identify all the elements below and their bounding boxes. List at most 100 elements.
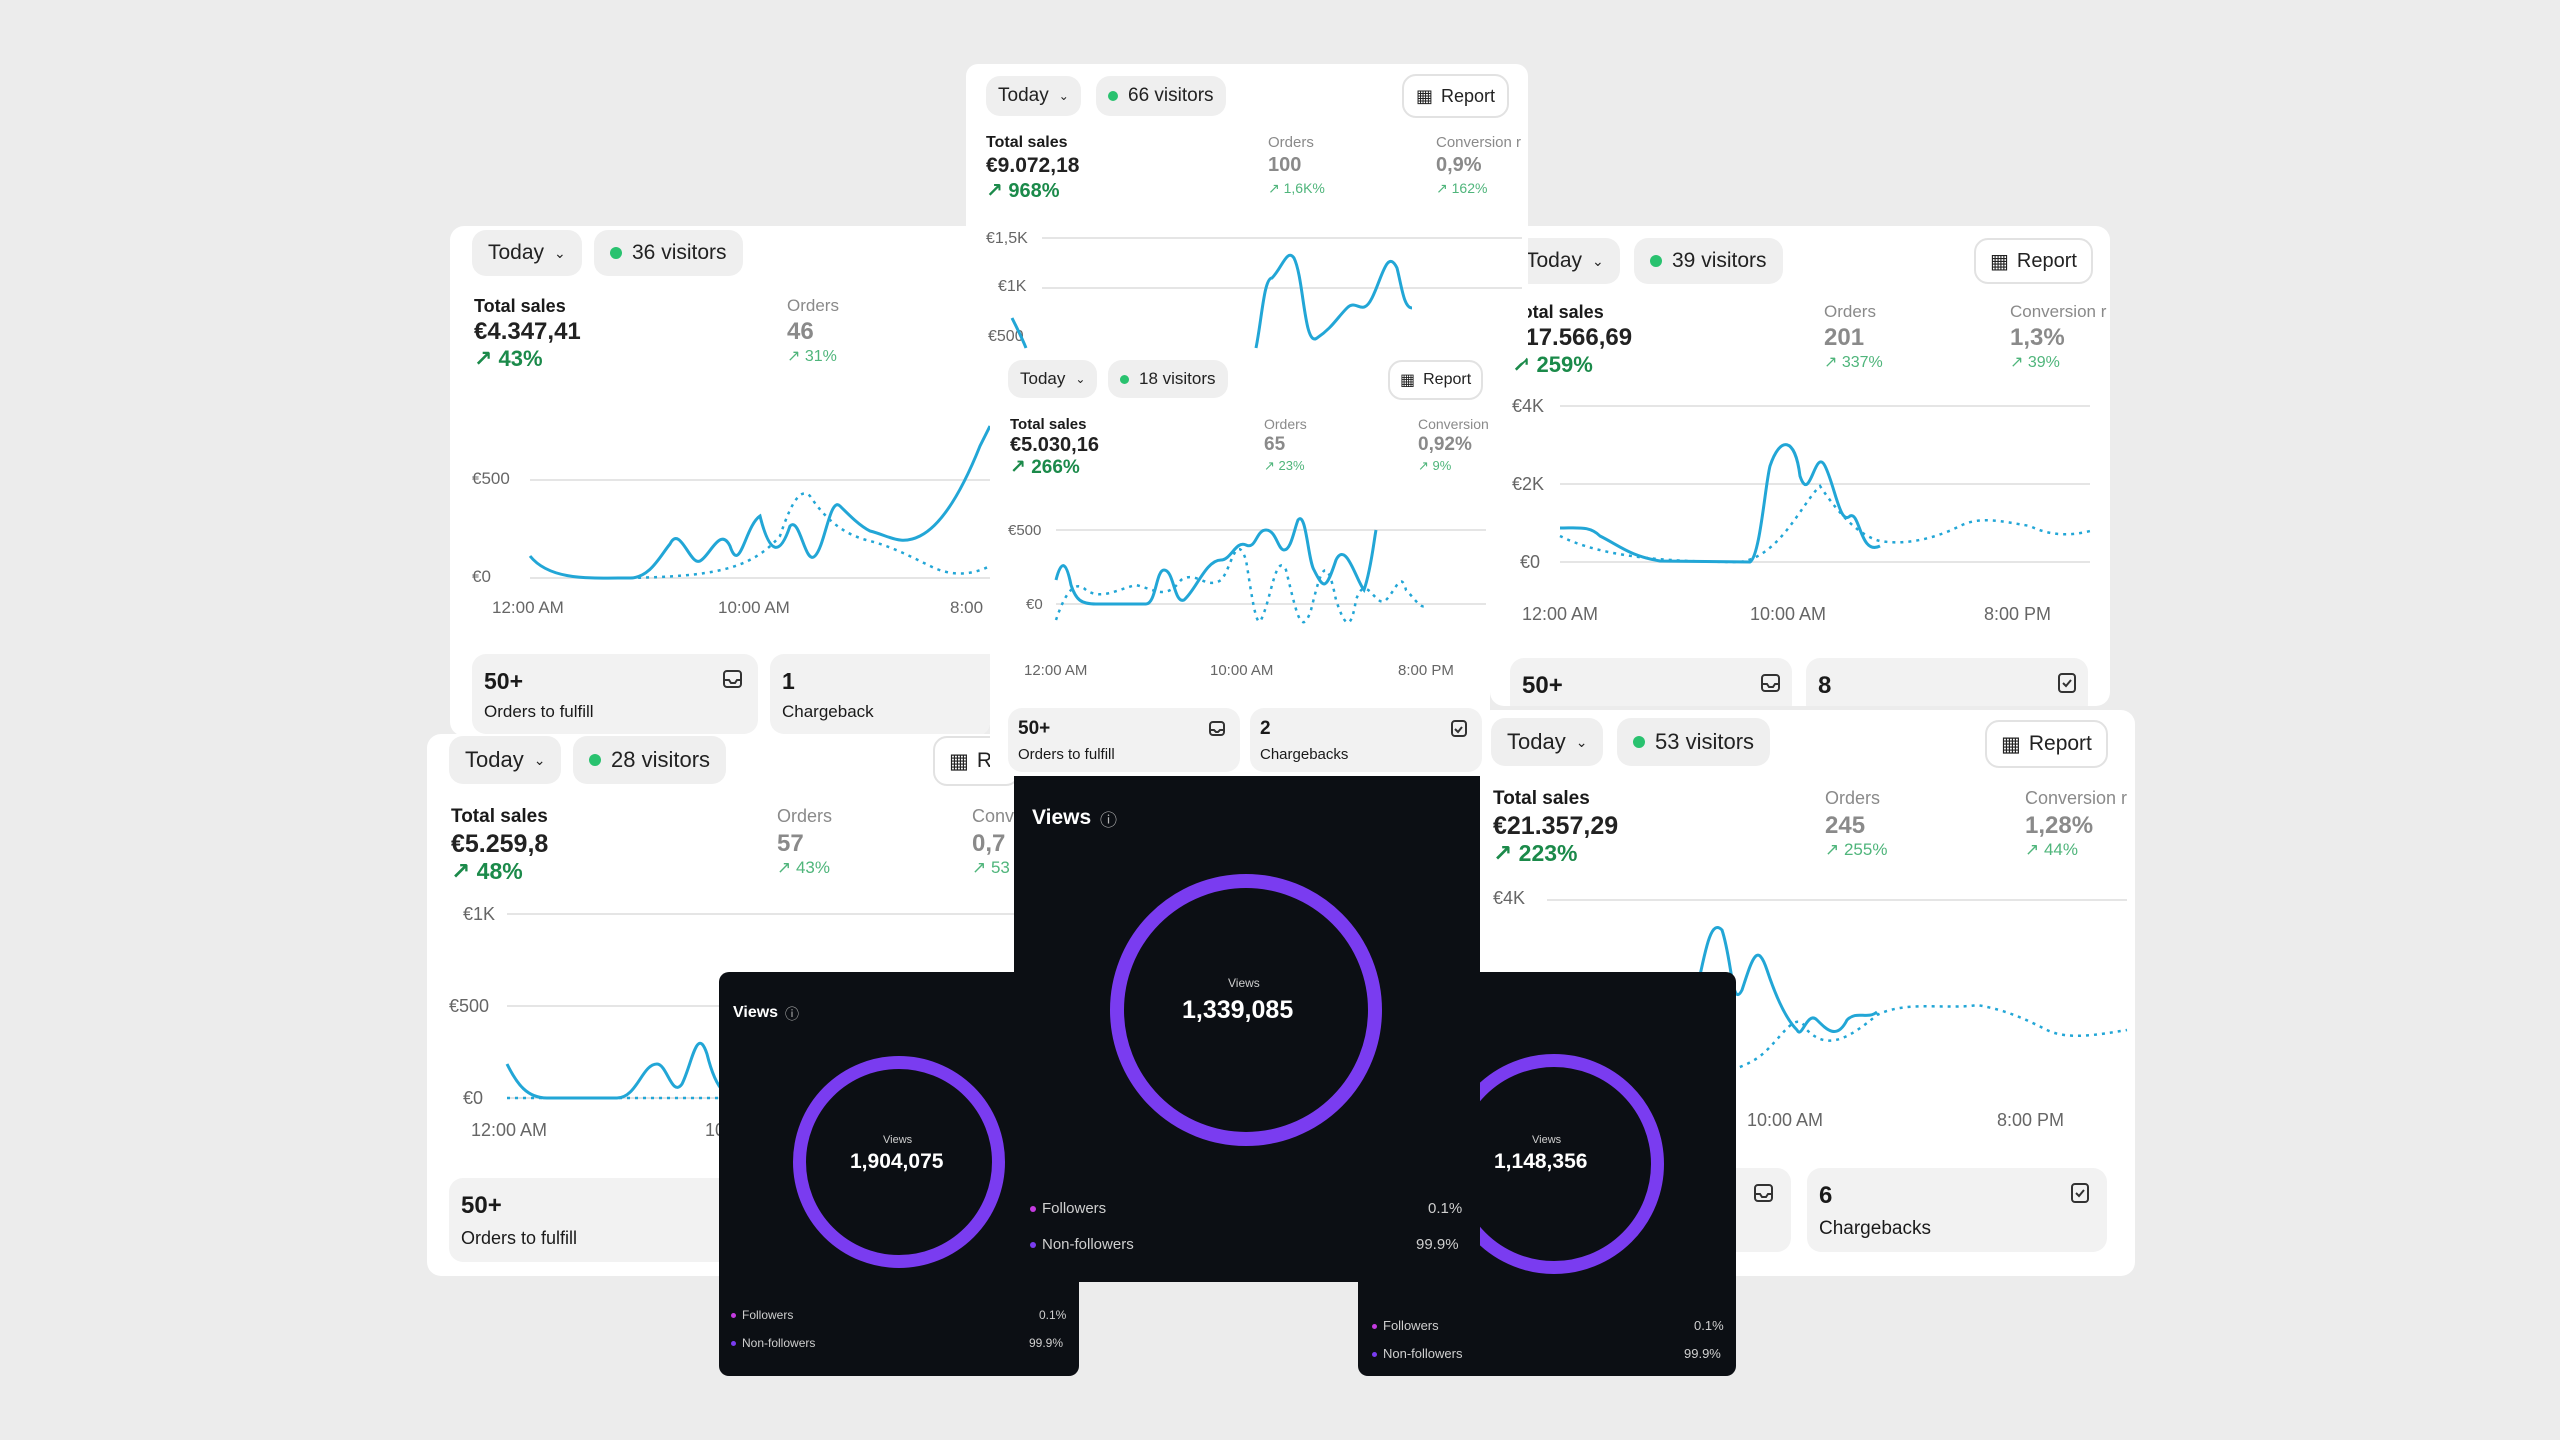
conversion-label: Conversion r: [2025, 788, 2128, 808]
y-axis-tick: €1K: [463, 904, 496, 924]
chargebacks-tile[interactable]: 2 Chargebacks: [1250, 708, 1482, 772]
orders-label: Orders: [1268, 134, 1314, 151]
orders-label: Orders: [787, 296, 839, 315]
x-axis-tick: 8:00 PM: [1984, 604, 2052, 624]
views-title: Views: [733, 1004, 779, 1021]
total-sales-value: €17.566,69: [1512, 324, 1633, 351]
views-card: Views ⓘ Views 1,339,085 Followers 0.1% N…: [1014, 776, 1480, 1282]
views-total: 1,904,075: [850, 1150, 944, 1173]
orders-to-fulfill-tile[interactable]: 50+ Orders to fulfill: [449, 1178, 739, 1262]
live-dot-icon: [589, 754, 601, 766]
inbox-icon: [723, 670, 742, 688]
tile-value: 8: [1818, 672, 1832, 699]
conversion-growth: ↗ 39%: [2010, 354, 2060, 371]
sales-dashboard-card: Today ⌄ 39 visitors ▦ Report Total sales…: [1490, 226, 2110, 706]
non-followers-dot-icon: [1030, 1242, 1036, 1249]
sales-line-chart: [1559, 405, 2091, 564]
report-button[interactable]: ▦ Report: [1402, 74, 1510, 118]
conversion-value: 0,7: [972, 830, 1006, 857]
total-sales-growth: ↗ 259%: [1512, 352, 1593, 377]
tile-label: Chargebacks: [1260, 746, 1349, 763]
report-icon: ▦: [1990, 250, 2009, 273]
live-dot-icon: [1633, 736, 1645, 748]
y-axis-tick: €1K: [998, 278, 1027, 295]
total-sales-growth: ↗ 968%: [986, 180, 1060, 202]
y-axis-tick: €2K: [1512, 474, 1545, 494]
legend-non-followers: Non-followers: [731, 1336, 815, 1350]
total-sales-growth: ↗ 266%: [1010, 457, 1080, 478]
period-dropdown[interactable]: Today ⌄: [1510, 238, 1620, 284]
orders-label: Orders: [1264, 416, 1307, 432]
period-dropdown[interactable]: Today ⌄: [1008, 360, 1098, 398]
total-sales-value: €4.347,41: [474, 318, 581, 345]
x-axis-tick: 12:00 AM: [471, 1120, 548, 1140]
report-button[interactable]: ▦ Report: [1985, 720, 2108, 768]
total-sales-value: €5.259,8: [451, 830, 549, 858]
chevron-down-icon: ⌄: [1075, 372, 1086, 386]
total-sales-growth: ↗ 43%: [474, 346, 543, 371]
x-axis-tick: 12:00 AM: [1522, 604, 1599, 624]
period-label: Today: [1507, 729, 1566, 754]
orders-to-fulfill-tile[interactable]: 50+ Orders to fulfill: [1008, 708, 1240, 772]
period-dropdown[interactable]: Today ⌄: [449, 736, 562, 784]
orders-value: 46: [787, 318, 814, 345]
non-followers-percentage: 99.9%: [1416, 1236, 1459, 1253]
total-sales-label: Total sales: [986, 134, 1068, 151]
info-icon: ⓘ: [1100, 811, 1117, 830]
total-sales-label: Total sales: [451, 806, 548, 827]
live-dot-icon: [1650, 255, 1662, 267]
visitors-count: 66 visitors: [1128, 85, 1214, 106]
report-icon: ▦: [2001, 732, 2021, 756]
followers-percentage: 0.1%: [1428, 1200, 1463, 1217]
report-icon: ▦: [1400, 372, 1416, 389]
live-dot-icon: [1120, 374, 1129, 384]
clipboard-check-icon: [2058, 673, 2076, 693]
views-inner-label: Views: [1228, 976, 1260, 990]
total-sales-label: Total sales: [1010, 416, 1087, 433]
period-dropdown[interactable]: Today ⌄: [1491, 718, 1604, 766]
views-inner-label: Views: [883, 1134, 913, 1146]
report-button[interactable]: ▦ Report: [1388, 360, 1484, 400]
tile-label: Orders to fulfill: [484, 702, 594, 721]
orders-growth: ↗ 255%: [1825, 840, 1888, 859]
visitors-count: 18 visitors: [1139, 369, 1216, 388]
report-icon: ▦: [1416, 85, 1434, 106]
sales-dashboard-card: Today ⌄ 18 visitors ▦ Report Total sales…: [990, 356, 1490, 776]
legend-non-followers: Non-followers: [1030, 1236, 1134, 1253]
report-button[interactable]: ▦ Report: [1974, 238, 2093, 284]
chargeback-tile[interactable]: 1 Chargeback: [770, 654, 990, 734]
visitors-count: 28 visitors: [611, 747, 711, 772]
conversion-label: Conv: [972, 806, 1015, 826]
chargebacks-tile[interactable]: 8: [1806, 658, 2088, 706]
period-dropdown[interactable]: Today ⌄: [986, 76, 1081, 116]
tile-label: Chargebacks: [1819, 1218, 1931, 1239]
period-dropdown[interactable]: Today ⌄: [472, 230, 582, 276]
total-sales-value: €9.072,18: [986, 154, 1080, 177]
info-icon: ⓘ: [785, 1006, 799, 1022]
tile-value: 50+: [461, 1192, 502, 1219]
conversion-value: 0,9%: [1436, 154, 1482, 176]
conversion-value: 1,3%: [2010, 324, 2065, 351]
y-axis-tick: €0: [1026, 596, 1043, 613]
tile-value: 50+: [1522, 672, 1563, 699]
orders-to-fulfill-tile[interactable]: 50+ Orders to fulfill: [472, 654, 758, 734]
conversion-growth: ↗ 53: [972, 858, 1010, 877]
orders-to-fulfill-tile[interactable]: 50+: [1510, 658, 1792, 706]
orders-value: 100: [1268, 154, 1302, 176]
non-followers-dot-icon: [1372, 1352, 1377, 1358]
orders-growth: ↗ 1,6K%: [1268, 180, 1325, 196]
y-axis-tick: €0: [463, 1088, 484, 1108]
total-sales-label: Total sales: [1493, 788, 1590, 809]
legend-followers: Followers: [731, 1308, 793, 1322]
report-icon: ▦: [949, 749, 969, 773]
x-axis-tick: 8:00 PM: [1997, 1110, 2065, 1130]
chevron-down-icon: ⌄: [1058, 89, 1069, 103]
x-axis-tick: 10:00 AM: [718, 598, 790, 617]
period-label: Today: [998, 85, 1049, 106]
period-label: Today: [1020, 369, 1066, 388]
chargebacks-tile[interactable]: 6 Chargebacks: [1807, 1168, 2107, 1252]
y-axis-tick: €4K: [1493, 888, 1526, 908]
y-axis-tick: €0: [1520, 552, 1541, 572]
y-axis-tick: €500: [449, 996, 490, 1016]
clipboard-check-icon: [1451, 720, 1467, 737]
